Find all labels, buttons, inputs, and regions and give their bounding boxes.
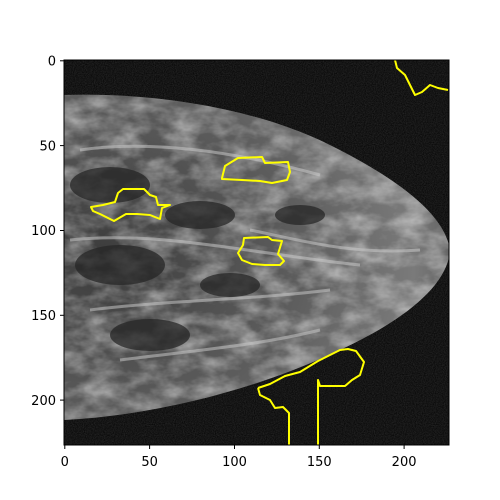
y-axis: 0 50 100 150 200 <box>31 55 64 409</box>
contour-bottom <box>257 348 365 445</box>
x-tick-label: 50 <box>141 455 158 470</box>
x-axis: 0 50 100 150 200 <box>61 445 417 470</box>
segmentation-contours <box>90 59 449 445</box>
contour-left <box>90 188 171 222</box>
contour-top-right <box>394 59 449 96</box>
tissue-shadows <box>70 167 325 351</box>
contour-upper-center <box>221 156 291 184</box>
x-tick-label: 200 <box>392 455 417 470</box>
axes-frame <box>63 59 450 446</box>
y-tick-label: 100 <box>31 224 56 239</box>
y-tick-label: 50 <box>39 139 56 154</box>
mammogram-image <box>64 60 449 445</box>
y-tick-label: 150 <box>31 309 56 324</box>
y-tick-label: 0 <box>48 55 56 70</box>
x-tick-label: 0 <box>61 455 69 470</box>
y-tick-label: 200 <box>31 394 56 409</box>
tissue-streaks <box>69 144 421 362</box>
contour-center <box>237 236 285 266</box>
x-tick-label: 150 <box>307 455 332 470</box>
x-tick-label: 100 <box>222 455 247 470</box>
